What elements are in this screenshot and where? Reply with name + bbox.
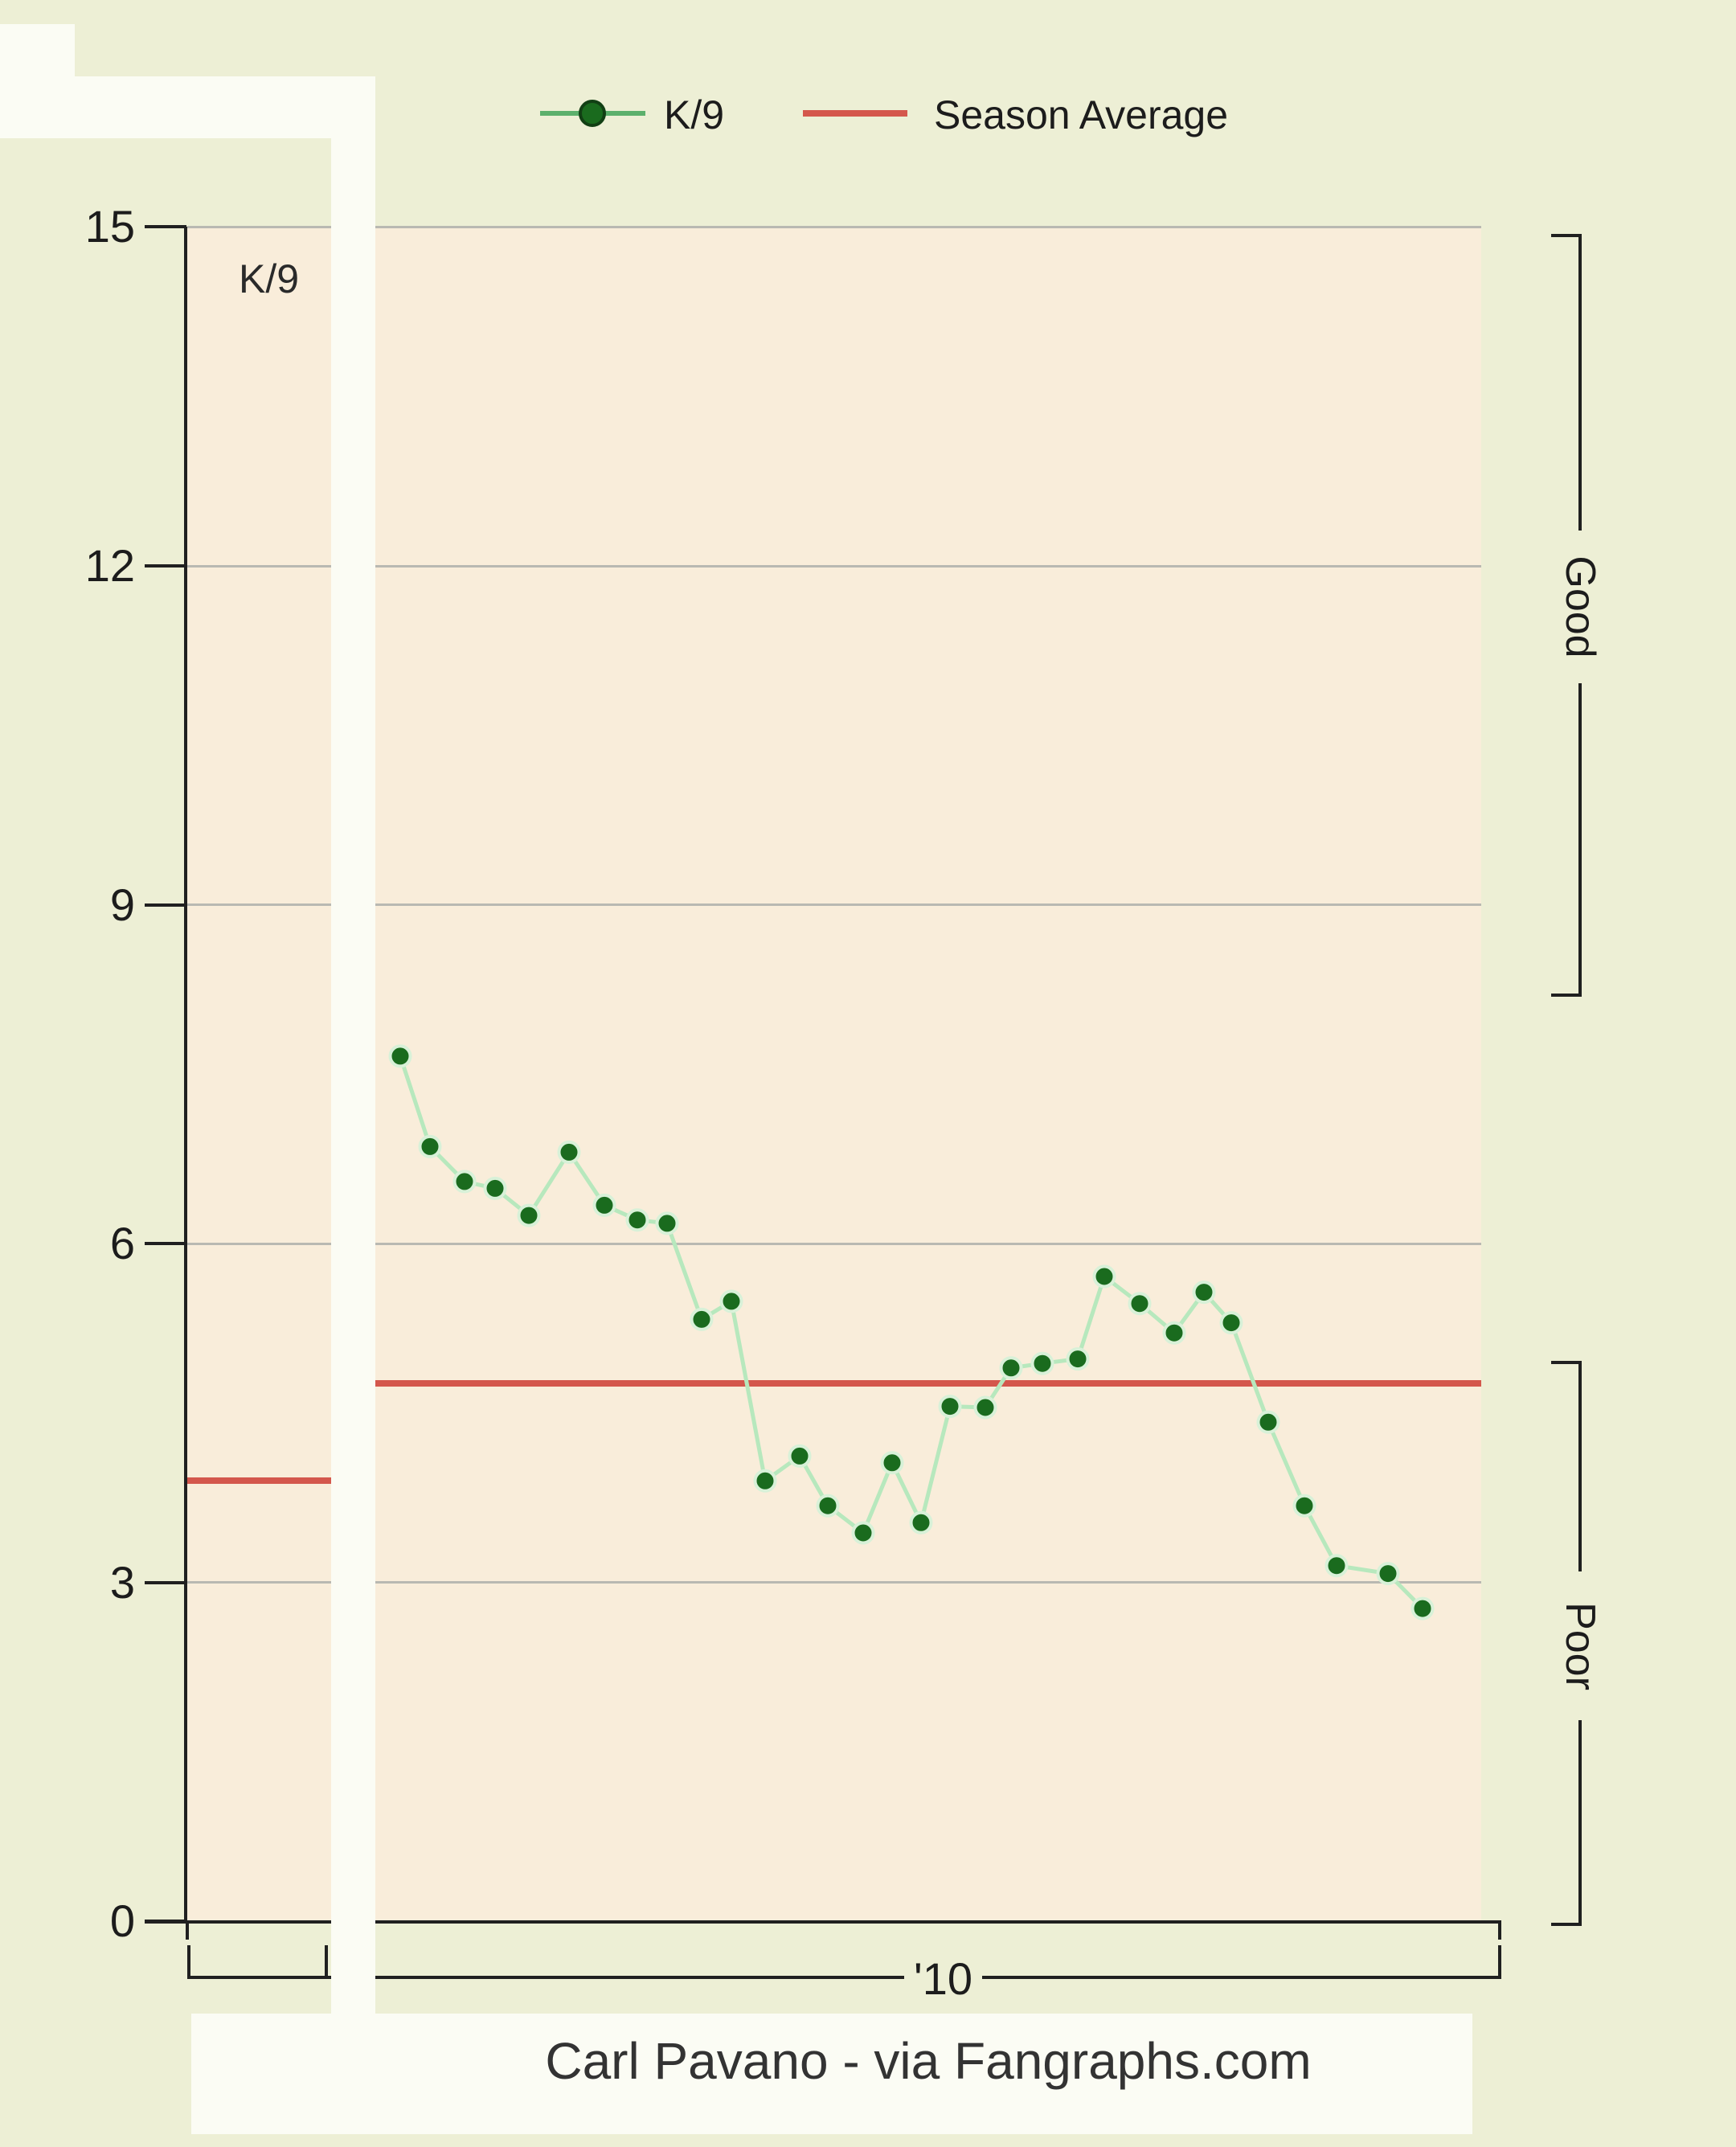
- gridline: [375, 903, 1481, 907]
- k9-data-point: [851, 1521, 875, 1545]
- k9-data-point: [1376, 1562, 1400, 1586]
- y-axis-tick: [145, 903, 186, 907]
- legend-k9-label: K/9: [664, 92, 725, 137]
- poor-bracket-segment-bottom: [1578, 1720, 1582, 1926]
- k9-series-plot: [388, 1044, 1435, 1620]
- x-axis-baseline-main: [375, 1920, 1501, 1924]
- chart-title: Carl Pavano - via Fangraphs.com: [545, 2032, 1312, 2090]
- y-axis-tick-label: 6: [109, 1218, 135, 1269]
- k9-data-point: [1092, 1264, 1116, 1289]
- k9-data-point: [517, 1203, 541, 1227]
- y-axis-tick: [145, 1242, 186, 1246]
- main-season-panel: [375, 227, 1481, 1923]
- k9-data-point: [938, 1395, 962, 1419]
- season-average-line: [375, 1380, 1481, 1387]
- k9-data-point: [788, 1444, 812, 1468]
- gridline: [375, 1242, 1481, 1245]
- y-axis-tick: [145, 225, 186, 229]
- season-bracket-left-segment: [187, 1976, 331, 1979]
- gridline: [375, 225, 1481, 228]
- k9-data-point: [388, 1044, 412, 1068]
- x-axis-season-label: '10: [914, 1953, 972, 2004]
- poor-bracket-cap-top: [1551, 1361, 1582, 1364]
- k9-data-point: [880, 1451, 904, 1475]
- k9-data-point: [753, 1469, 777, 1493]
- k9-data-point: [1292, 1493, 1316, 1518]
- good-zone-label: Good: [1557, 555, 1603, 658]
- y-axis-tick-label: 9: [109, 879, 135, 930]
- k9-data-point: [1410, 1596, 1435, 1620]
- previous-season-panel: [187, 227, 331, 1923]
- k9-data-point: [973, 1395, 997, 1420]
- previous-season-average-line: [187, 1477, 331, 1485]
- k9-data-point: [999, 1356, 1023, 1380]
- legend-season-average-line-swatch: [803, 110, 907, 117]
- good-bracket-cap-bottom: [1551, 994, 1582, 997]
- k9-data-point: [719, 1289, 743, 1313]
- poor-zone-label: Poor: [1557, 1602, 1603, 1690]
- gridline: [375, 564, 1481, 567]
- gridline: [375, 1581, 1481, 1584]
- gridline: [187, 225, 331, 228]
- gridline: [187, 903, 331, 907]
- k9-data-point: [452, 1170, 477, 1194]
- good-bracket-cap-top: [1551, 234, 1582, 237]
- k9-data-point: [690, 1307, 714, 1331]
- k9-data-point: [1030, 1351, 1054, 1375]
- gridline: [187, 1581, 331, 1584]
- gridline: [187, 1242, 331, 1245]
- good-bracket-segment-bottom: [1578, 683, 1582, 997]
- x-axis-end-tick-left: [186, 1922, 189, 1940]
- season-bracket-main-segment-a: [375, 1976, 904, 1979]
- good-bracket-segment-top: [1578, 234, 1582, 531]
- y-axis-tick-label: 3: [109, 1556, 135, 1608]
- season-bracket-cap-right: [1498, 1945, 1501, 1979]
- k9-data-point: [655, 1211, 679, 1235]
- k9-data-point: [1325, 1554, 1349, 1578]
- k9-data-point: [1128, 1292, 1152, 1316]
- season-bracket-cap-left-panel-end: [325, 1945, 328, 1979]
- plot-stat-label: K/9: [239, 256, 300, 301]
- k9-data-point: [625, 1208, 649, 1232]
- white-patch-top-band: [0, 76, 374, 138]
- k9-data-point: [592, 1193, 616, 1217]
- white-strip-title: [191, 2014, 1472, 2134]
- k9-data-point: [1192, 1280, 1216, 1305]
- k9-data-point: [1162, 1321, 1186, 1345]
- x-axis-end-tick-right: [1498, 1922, 1501, 1940]
- y-axis-tick-label: 0: [109, 1895, 135, 1947]
- k9-data-point: [557, 1140, 581, 1164]
- k9-data-point: [1219, 1311, 1243, 1335]
- k9-data-point: [1066, 1347, 1090, 1371]
- white-strip-between-panels: [331, 76, 375, 2014]
- season-bracket-cap-far-left: [187, 1945, 190, 1979]
- y-axis-tick-label: 15: [84, 201, 135, 252]
- y-axis-line: [184, 227, 187, 1924]
- season-bracket-main-segment-b: [982, 1976, 1501, 1979]
- k9-data-point: [1256, 1410, 1280, 1434]
- y-axis-tick-label: 12: [84, 540, 135, 592]
- legend-k9-marker-icon: [579, 100, 606, 127]
- x-axis-baseline-left: [145, 1920, 331, 1924]
- k9-data-point: [816, 1493, 840, 1518]
- k9-data-point: [483, 1176, 507, 1200]
- poor-bracket-cap-bottom: [1551, 1923, 1582, 1926]
- y-axis-tick: [145, 564, 186, 568]
- k9-data-point: [418, 1134, 442, 1158]
- k9-data-point: [909, 1510, 933, 1534]
- legend-season-average-label: Season Average: [934, 92, 1229, 137]
- poor-bracket-segment-top: [1578, 1361, 1582, 1571]
- legend: K/9 Season Average: [0, 0, 1736, 161]
- gridline: [187, 564, 331, 567]
- y-axis-tick: [145, 1580, 186, 1584]
